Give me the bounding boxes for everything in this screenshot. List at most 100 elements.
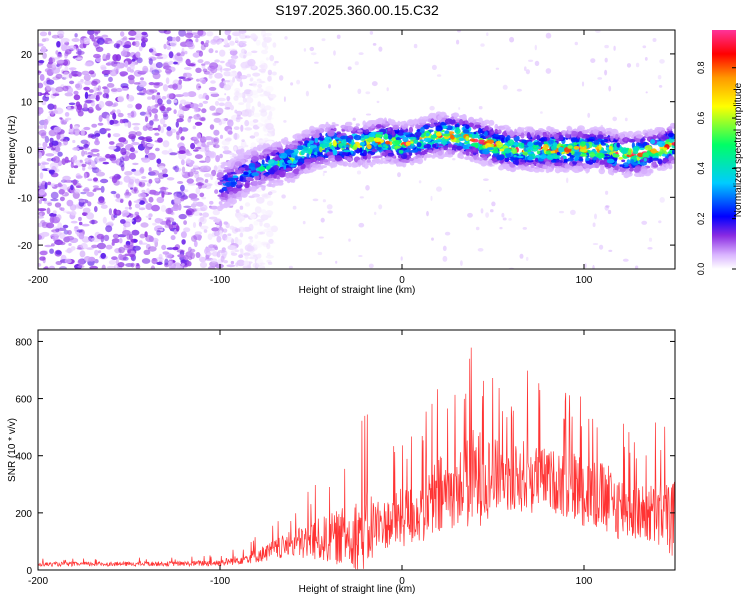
- spectrogram-cell: [192, 222, 197, 228]
- spectrogram-cell: [536, 168, 543, 171]
- spectrogram-cell: [651, 161, 656, 166]
- spectrogram-cell: [95, 169, 102, 173]
- spectrogram-cell: [134, 211, 140, 216]
- spectrogram-cell: [227, 130, 233, 135]
- spectrogram-cell: [239, 205, 244, 210]
- spectrogram-cell: [107, 40, 114, 44]
- spectrogram-cell: [216, 235, 222, 243]
- spectrogram-cell: [210, 93, 220, 98]
- spectrogram-cell: [637, 152, 644, 158]
- spectrogram-cell: [593, 140, 600, 145]
- spectrogram-cell: [400, 256, 403, 261]
- spectrogram-cell: [173, 197, 182, 205]
- spectrogram-cell: [402, 136, 409, 143]
- spectrogram-cell: [56, 133, 61, 140]
- spectrogram-cell: [268, 106, 276, 112]
- spectrogram-cell: [147, 152, 156, 161]
- spectrogram-cell: [343, 149, 351, 153]
- spectrogram-cell: [168, 262, 177, 269]
- spectrogram-cell: [629, 167, 634, 172]
- spectrogram-cell: [118, 246, 125, 254]
- spectrogram-cell: [176, 52, 181, 57]
- spectrogram-cell: [204, 179, 209, 183]
- spectrogram-cell: [96, 233, 105, 240]
- spectrogram-cell: [648, 168, 653, 174]
- spectrogram-cell: [240, 109, 250, 117]
- spectrogram-cell: [435, 131, 442, 137]
- spectrogram-cell: [138, 181, 146, 188]
- spectrogram-cell: [239, 41, 243, 46]
- spectrogram-cell: [326, 151, 334, 156]
- spectrogram-cell: [48, 265, 55, 269]
- spectrogram-cell: [46, 222, 55, 229]
- spectrogram-cell: [128, 206, 132, 210]
- spectrogram-cell: [402, 132, 410, 135]
- spectrogram-cell: [352, 146, 358, 151]
- spectrogram-cell: [534, 157, 539, 162]
- spectrogram-cell: [190, 203, 197, 208]
- spectrogram-cell: [84, 62, 93, 67]
- spectrogram-cell: [300, 165, 305, 170]
- spectrogram-cell: [483, 178, 489, 181]
- spectrogram-cell: [324, 136, 332, 140]
- spectrogram-cell: [227, 233, 232, 236]
- spectrogram-cell: [470, 147, 479, 153]
- spectrogram-cell: [365, 185, 370, 191]
- spectrogram-cell: [366, 144, 372, 150]
- spectrogram-cell: [602, 151, 608, 154]
- spectrogram-cell: [249, 135, 256, 139]
- spectrogram-cell: [216, 251, 221, 258]
- spectrogram-cell: [304, 170, 307, 174]
- spectrogram-cell: [462, 144, 468, 150]
- spectrogram-cell: [185, 41, 194, 47]
- spectrogram-cell: [204, 146, 210, 153]
- spectrogram-cell: [174, 167, 182, 172]
- spectrogram-cell: [307, 142, 311, 148]
- spectrogram-cell: [261, 41, 267, 48]
- spectrogram-cell: [640, 168, 648, 175]
- spectrogram-cell: [366, 159, 371, 163]
- spectrogram-cell: [79, 199, 85, 203]
- spectrogram-cell: [236, 110, 243, 116]
- spectrogram-cell: [521, 139, 527, 144]
- spectrogram-cell: [374, 155, 383, 159]
- spectrogram-cell: [336, 34, 341, 39]
- spectrogram-cell: [597, 77, 603, 80]
- spectrogram-cell: [136, 92, 145, 96]
- spectrogram-cell: [218, 189, 224, 193]
- spectrogram-cell: [482, 148, 490, 155]
- spectrogram-cell: [166, 177, 175, 181]
- spectrogram-cell: [250, 142, 257, 148]
- spectrogram-cell: [86, 191, 95, 197]
- spectrogram-cell: [38, 60, 45, 64]
- spectrogram-cell: [156, 229, 161, 236]
- spectrogram-cell: [162, 173, 169, 178]
- spectrogram-cell: [116, 43, 121, 48]
- spectrogram-cell: [259, 64, 266, 69]
- spectrogram-cell: [254, 206, 262, 214]
- spectrogram-cell: [642, 45, 647, 49]
- spectrogram-cell: [249, 252, 256, 259]
- spectrogram-cell: [125, 218, 134, 223]
- spectrogram-cell: [192, 201, 198, 205]
- spectrogram-cell: [430, 119, 439, 123]
- spectrogram-cell: [83, 256, 92, 262]
- spectrogram-cell: [93, 30, 101, 34]
- spectrogram-cell: [106, 265, 116, 269]
- spectrogram-cell: [540, 129, 547, 133]
- spectrogram-cell: [645, 91, 648, 94]
- spectrogram-cell: [431, 64, 437, 70]
- spectrogram-cell: [175, 225, 180, 232]
- spectrogram-cell: [121, 87, 129, 91]
- spectrogram-cell: [141, 189, 146, 194]
- spectrogram-cell: [220, 255, 225, 263]
- spectrogram-cell: [165, 191, 169, 195]
- spectrogram-cell: [94, 259, 99, 264]
- spectrogram-cell: [345, 144, 350, 148]
- spectrogram-cell: [157, 98, 163, 105]
- spectrogram-cell: [310, 130, 316, 134]
- spectrogram-cell: [115, 87, 123, 93]
- spectrogram-cell: [180, 197, 185, 202]
- spectrogram-cell: [199, 160, 207, 163]
- spectrogram-cell: [460, 260, 463, 266]
